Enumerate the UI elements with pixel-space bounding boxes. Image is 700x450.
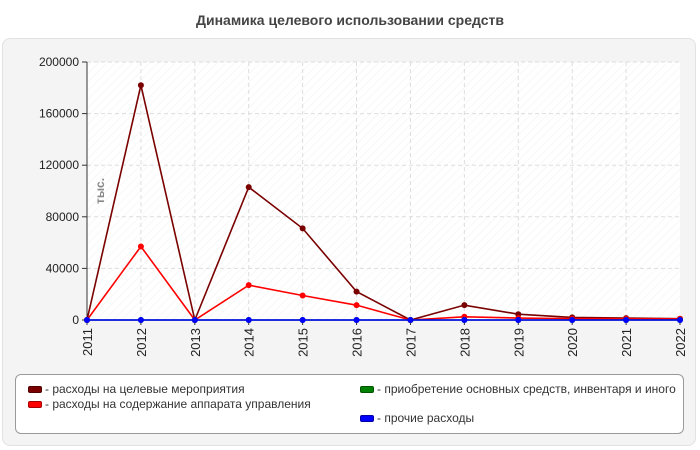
series-point-3 — [407, 317, 414, 323]
legend-swatch-targeted-events — [28, 386, 42, 393]
y-tick-label: 0 — [72, 313, 79, 327]
series-point-3 — [245, 317, 252, 323]
series-point-3 — [84, 317, 90, 323]
series-point-1 — [299, 292, 306, 299]
series-point-3 — [137, 317, 144, 323]
series-point-0 — [299, 225, 306, 232]
x-tick-labels: 2011 2012 2013 2014 2015 2016 2017 2018 2019 2020… — [80, 328, 688, 357]
x-tick-label: 2011 — [80, 328, 95, 356]
x-tick-label: 2016 — [350, 328, 365, 357]
series-point-3 — [515, 317, 522, 323]
legend-label-targeted-events: - расходы на целевые мероприятия — [45, 382, 245, 396]
grid — [87, 61, 680, 320]
x-tick-label: 2015 — [296, 328, 311, 357]
legend-label-fixed-assets: - приобретение основных средств, инвента… — [377, 382, 676, 396]
legend-swatch-fixed-assets — [360, 386, 374, 393]
y-axis-label: тыс. — [93, 178, 107, 204]
y-tick-label: 120000 — [39, 158, 79, 172]
series-point-3 — [677, 317, 683, 323]
series-point-1 — [245, 282, 252, 289]
legend-swatch-admin-costs — [28, 401, 42, 408]
legend-item-admin-costs: - расходы на содержание аппарата управле… — [28, 398, 358, 411]
chart-title: Динамика целевого использовании средств — [196, 12, 504, 28]
legend-item-targeted-events: - расходы на целевые мероприятия — [28, 383, 358, 396]
series-point-3 — [353, 317, 360, 323]
legend-swatch-other-expenses — [360, 415, 374, 422]
series-point-3 — [623, 317, 630, 323]
y-tick-label: 40000 — [46, 261, 80, 275]
legend-label-other-expenses: - прочие расходы — [377, 411, 475, 425]
series-point-0 — [353, 288, 360, 295]
legend-item-other-expenses: - прочие расходы — [360, 412, 680, 425]
y-tick-label: 200000 — [39, 55, 79, 69]
x-tick-label: 2022 — [673, 328, 688, 357]
y-tick-label: 160000 — [39, 107, 79, 121]
x-tick-label: 2020 — [565, 328, 580, 357]
series-3 — [84, 317, 683, 323]
x-tick-label: 2014 — [242, 328, 257, 357]
x-tick-label: 2019 — [511, 328, 526, 357]
x-tick-label: 2021 — [619, 328, 634, 357]
x-tick-label: 2013 — [188, 328, 203, 357]
legend-label-admin-costs: - расходы на содержание аппарата управле… — [45, 397, 311, 411]
series-line-1 — [86, 245, 681, 322]
series-point-3 — [299, 317, 306, 323]
x-tick-label: 2017 — [403, 328, 418, 357]
series-point-3 — [569, 317, 576, 323]
series-point-1 — [353, 302, 360, 309]
plot-area-hatch — [87, 62, 680, 320]
series-point-0 — [245, 184, 252, 191]
y-tick-labels: 0 40000 80000 120000 160000 200000 — [39, 55, 79, 327]
series-point-3 — [191, 317, 198, 323]
x-tick-label: 2012 — [134, 328, 149, 357]
legend: - расходы на целевые мероприятия - расхо… — [15, 374, 684, 434]
series-group — [84, 82, 683, 323]
series-point-0 — [137, 82, 144, 89]
series-point-1 — [137, 243, 144, 250]
series-line-0 — [86, 85, 681, 323]
series-point-3 — [461, 317, 468, 323]
legend-item-fixed-assets: - приобретение основных средств, инвента… — [360, 383, 680, 396]
y-tick-label: 80000 — [46, 210, 80, 224]
series-point-0 — [461, 302, 468, 309]
x-tick-label: 2018 — [457, 328, 472, 357]
